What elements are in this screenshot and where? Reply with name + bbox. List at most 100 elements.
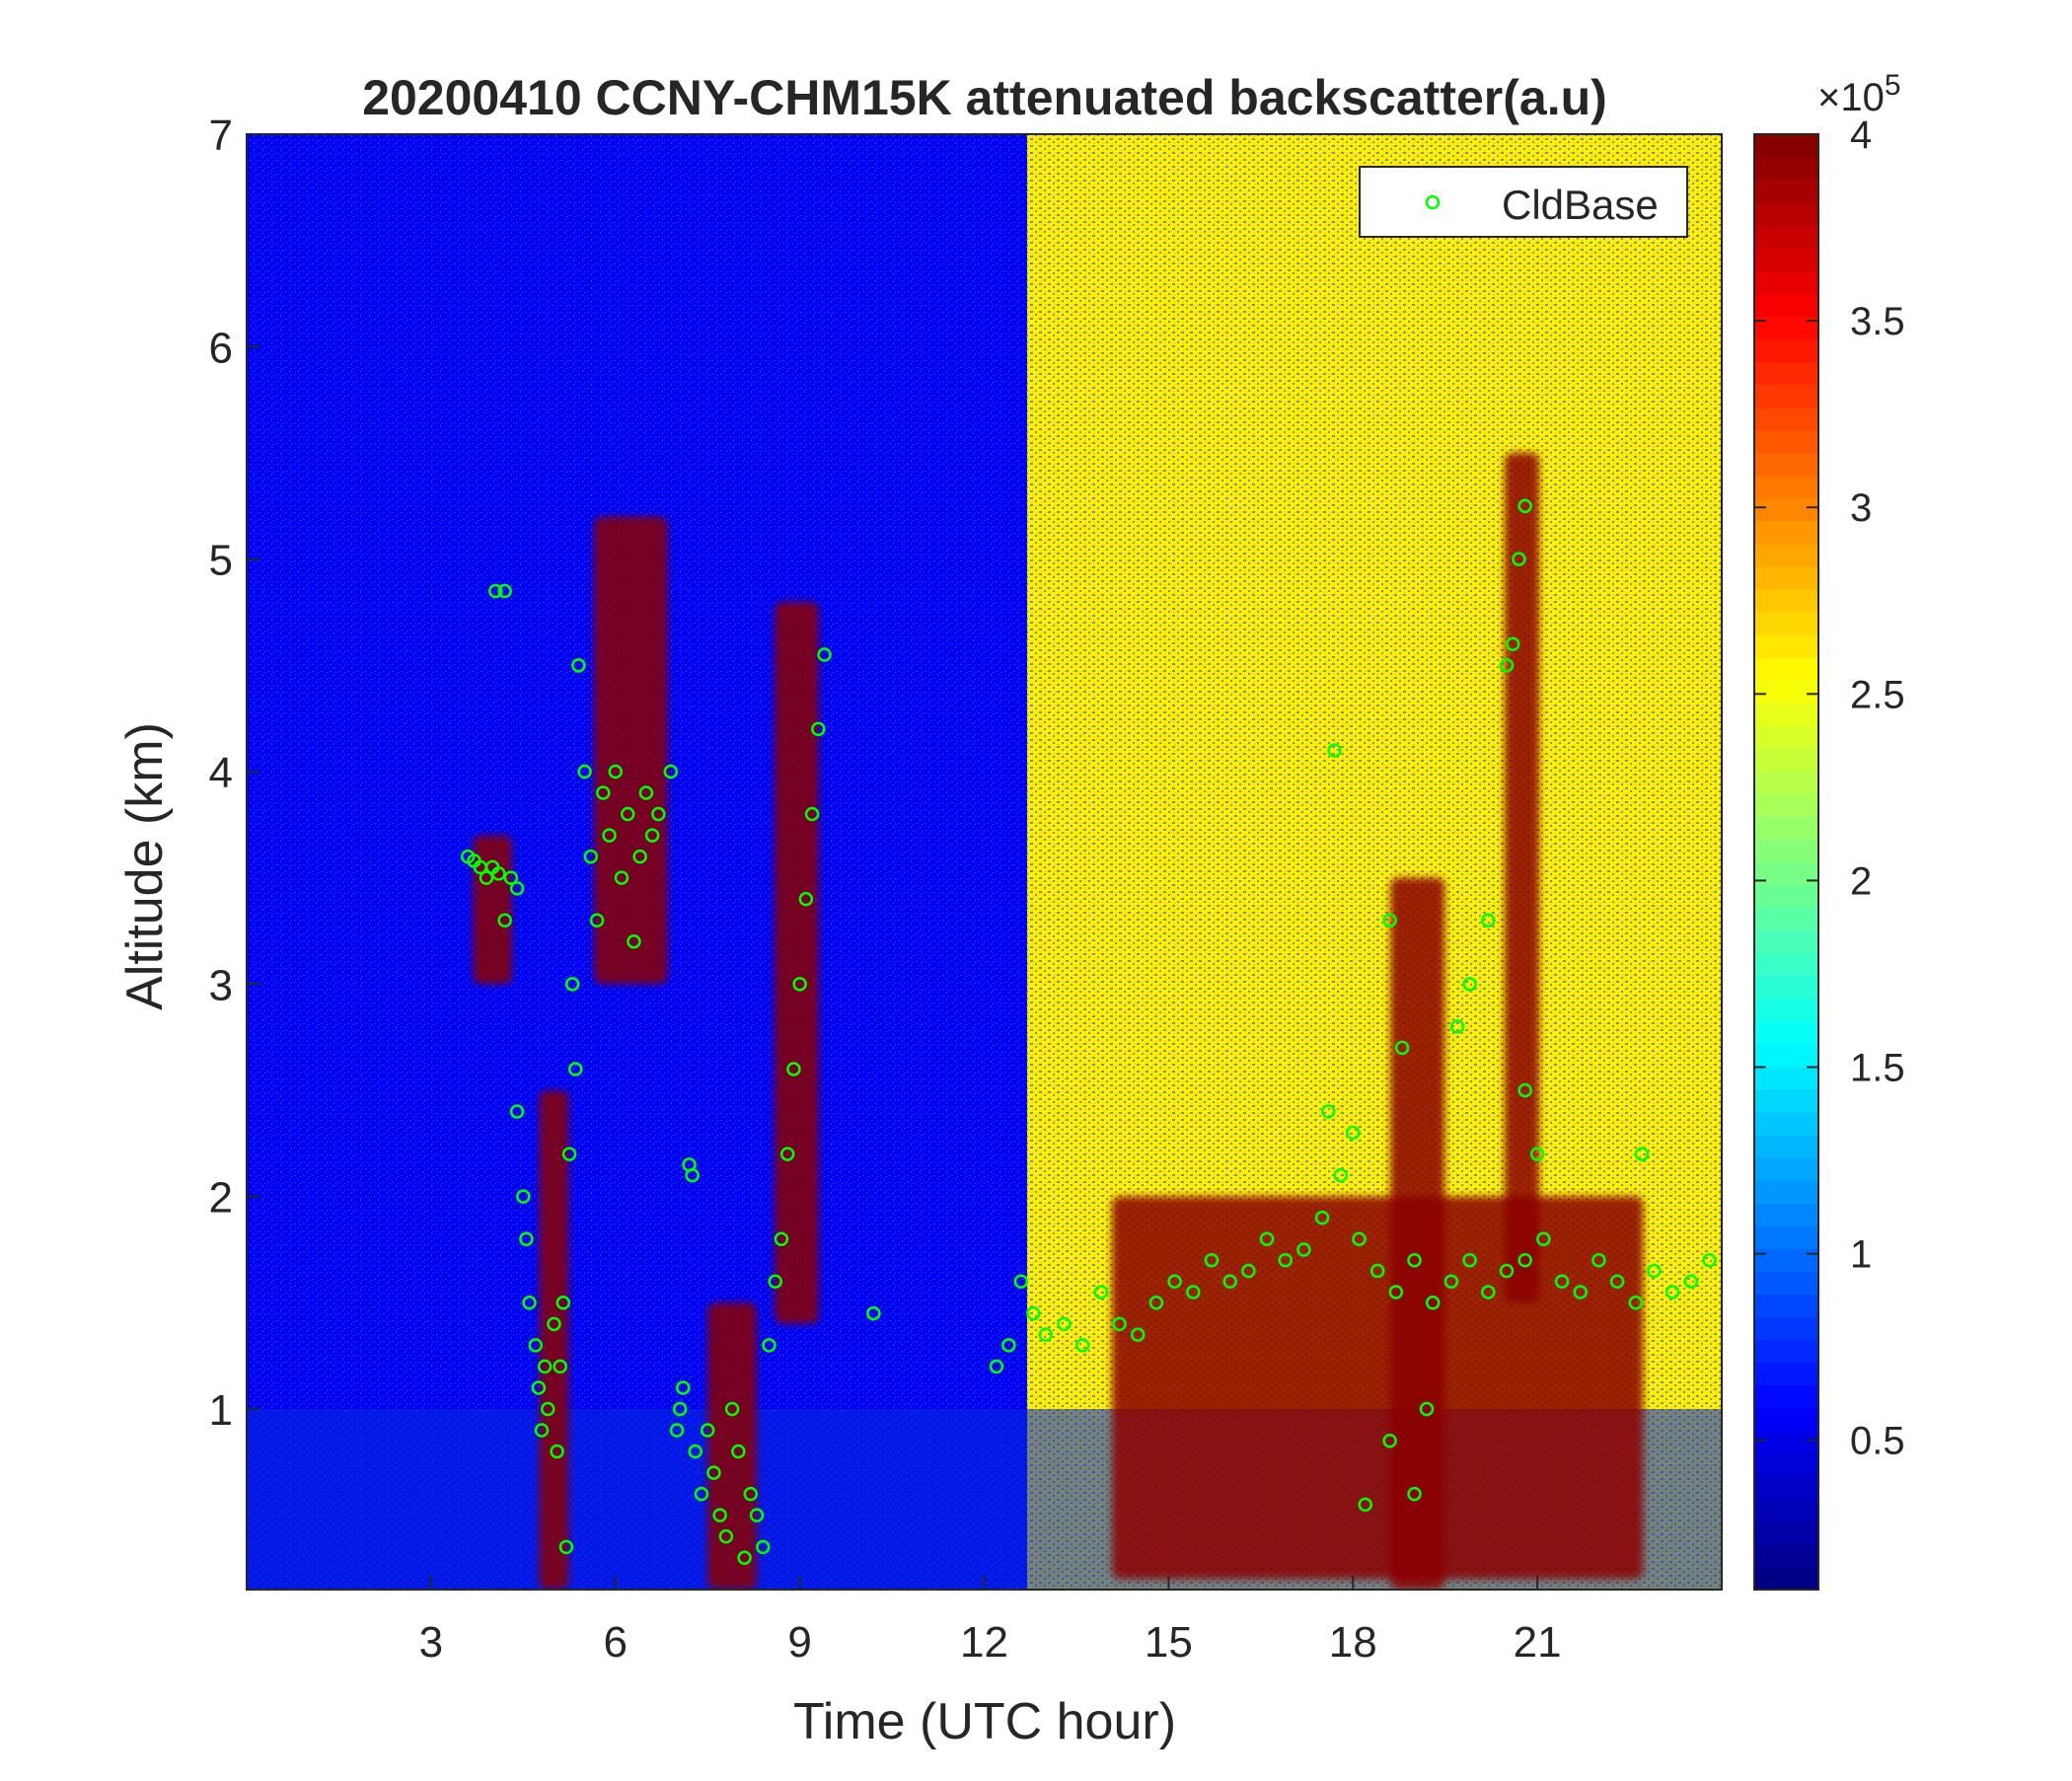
plot-area xyxy=(247,134,1722,1590)
cloud-feature xyxy=(539,1089,569,1590)
cloud-feature xyxy=(707,1302,758,1590)
cldbase-point xyxy=(1369,1263,1385,1279)
cldbase-point xyxy=(596,785,611,800)
colorbar-exponent: ×105 xyxy=(1817,69,1901,119)
cldbase-point xyxy=(1512,552,1526,566)
cldbase-point xyxy=(1148,1296,1164,1310)
colorbar-strip xyxy=(1754,907,1818,931)
cldbase-point xyxy=(608,764,623,779)
cldbase-point xyxy=(522,1296,537,1310)
y-tick-label: 2 xyxy=(209,1174,233,1223)
colorbar-tick-label: 3.5 xyxy=(1850,300,1905,343)
y-axis: 1 2 3 4 5 6 7 xyxy=(209,111,260,1435)
colorbar-tick-label: 0.5 xyxy=(1850,1420,1905,1463)
cldbase-point xyxy=(672,1401,688,1417)
y-tick-label: 4 xyxy=(209,749,233,797)
colorbar-strip xyxy=(1754,180,1818,203)
cldbase-point xyxy=(1683,1274,1699,1290)
colorbar-strip xyxy=(1754,429,1818,454)
cldbase-point xyxy=(700,1423,715,1438)
cloud-feature xyxy=(1390,877,1445,1590)
x-tick-label: 21 xyxy=(1514,1618,1562,1667)
cldbase-point xyxy=(792,977,807,992)
cldbase-point xyxy=(550,1444,564,1459)
cldbase-point xyxy=(1321,1104,1336,1119)
cldbase-point xyxy=(688,1444,703,1459)
cldbase-point xyxy=(564,977,580,992)
colorbar-strip xyxy=(1754,316,1818,340)
cldbase-point xyxy=(519,1231,534,1246)
cldbase-point xyxy=(1001,1338,1016,1353)
x-tick-label: 12 xyxy=(960,1618,1008,1667)
cldbase-point xyxy=(534,1423,550,1438)
cldbase-point xyxy=(1038,1327,1054,1342)
colorbar-strip xyxy=(1754,520,1818,545)
cldbase-point xyxy=(627,933,641,949)
cldbase-point xyxy=(663,764,679,779)
colorbar-strip xyxy=(1754,725,1818,749)
cldbase-point xyxy=(1419,1401,1435,1417)
cldbase-point xyxy=(1481,1285,1496,1299)
x-axis-label: Time (UTC hour) xyxy=(793,1693,1176,1750)
colorbar-strip xyxy=(1754,793,1818,818)
cldbase-point xyxy=(1130,1327,1146,1342)
colorbar-strip xyxy=(1754,1225,1818,1249)
cldbase-point xyxy=(1112,1316,1127,1332)
colorbar-strip xyxy=(1754,1566,1818,1591)
y-axis-label: Altitude (km) xyxy=(116,722,174,1010)
cldbase-point xyxy=(1554,1274,1570,1290)
colorbar-strip xyxy=(1754,1043,1818,1068)
cldbase-point xyxy=(1222,1274,1237,1290)
colorbar-strip xyxy=(1754,543,1818,567)
cldbase-point xyxy=(1327,743,1342,758)
cldbase-point xyxy=(632,849,647,864)
cldbase-point xyxy=(1382,913,1397,928)
legend-box xyxy=(1359,166,1688,238)
cldbase-point xyxy=(798,891,814,907)
cldbase-point xyxy=(1702,1252,1717,1268)
cldbase-point xyxy=(1449,1019,1465,1034)
cldbase-point xyxy=(1074,1338,1090,1353)
colorbar-strip xyxy=(1754,497,1818,522)
cldbase-point xyxy=(989,1359,1004,1374)
cldbase-point xyxy=(503,870,519,885)
colorbar-strip xyxy=(1754,929,1818,954)
cldbase-point xyxy=(1346,1125,1361,1141)
cldbase-point xyxy=(491,866,506,881)
cldbase-point xyxy=(676,1380,691,1395)
colorbar: 0.5 1 1.5 2 2.5 3 3.5 4 ×105 xyxy=(1753,69,1905,1591)
cldbase-point xyxy=(553,1359,567,1374)
cldbase-point xyxy=(694,1486,709,1502)
y-tick-label: 7 xyxy=(209,111,233,160)
colorbar-frame xyxy=(1753,133,1819,1591)
cldbase-point xyxy=(1628,1296,1644,1310)
cldbase-point xyxy=(817,647,832,662)
colorbar-strip xyxy=(1754,248,1818,271)
cldbase-point xyxy=(1505,636,1520,652)
x-axis: 3 6 9 12 15 18 21 xyxy=(419,1576,1562,1667)
cldbase-point xyxy=(577,764,592,779)
chart-title: 20200410 CCNY-CHM15K attenuated backscat… xyxy=(362,70,1607,125)
y-tick-label: 6 xyxy=(209,324,233,372)
cldbase-point xyxy=(1407,1486,1422,1502)
colorbar-strip xyxy=(1754,1339,1818,1364)
colorbar-strip xyxy=(1754,407,1818,431)
cldbase-point xyxy=(558,1539,574,1555)
colorbar-strip xyxy=(1754,202,1818,226)
cldbase-point xyxy=(651,806,666,822)
colorbar-strip xyxy=(1754,884,1818,909)
cldbase-point xyxy=(1241,1263,1256,1279)
cldbase-point xyxy=(804,806,820,822)
cldbase-point xyxy=(768,1274,782,1290)
colorbar-strip xyxy=(1754,1135,1818,1158)
colorbar-strip xyxy=(1754,998,1818,1022)
colorbar-strip xyxy=(1754,361,1818,386)
legend-marker xyxy=(1425,194,1441,210)
cldbase-point xyxy=(1057,1316,1072,1332)
cldbase-point xyxy=(571,658,586,673)
colorbar-strip xyxy=(1754,1521,1818,1545)
cldbase-point xyxy=(1591,1252,1606,1268)
x-tick-label: 3 xyxy=(419,1618,443,1667)
colorbar-strip xyxy=(1754,293,1818,317)
